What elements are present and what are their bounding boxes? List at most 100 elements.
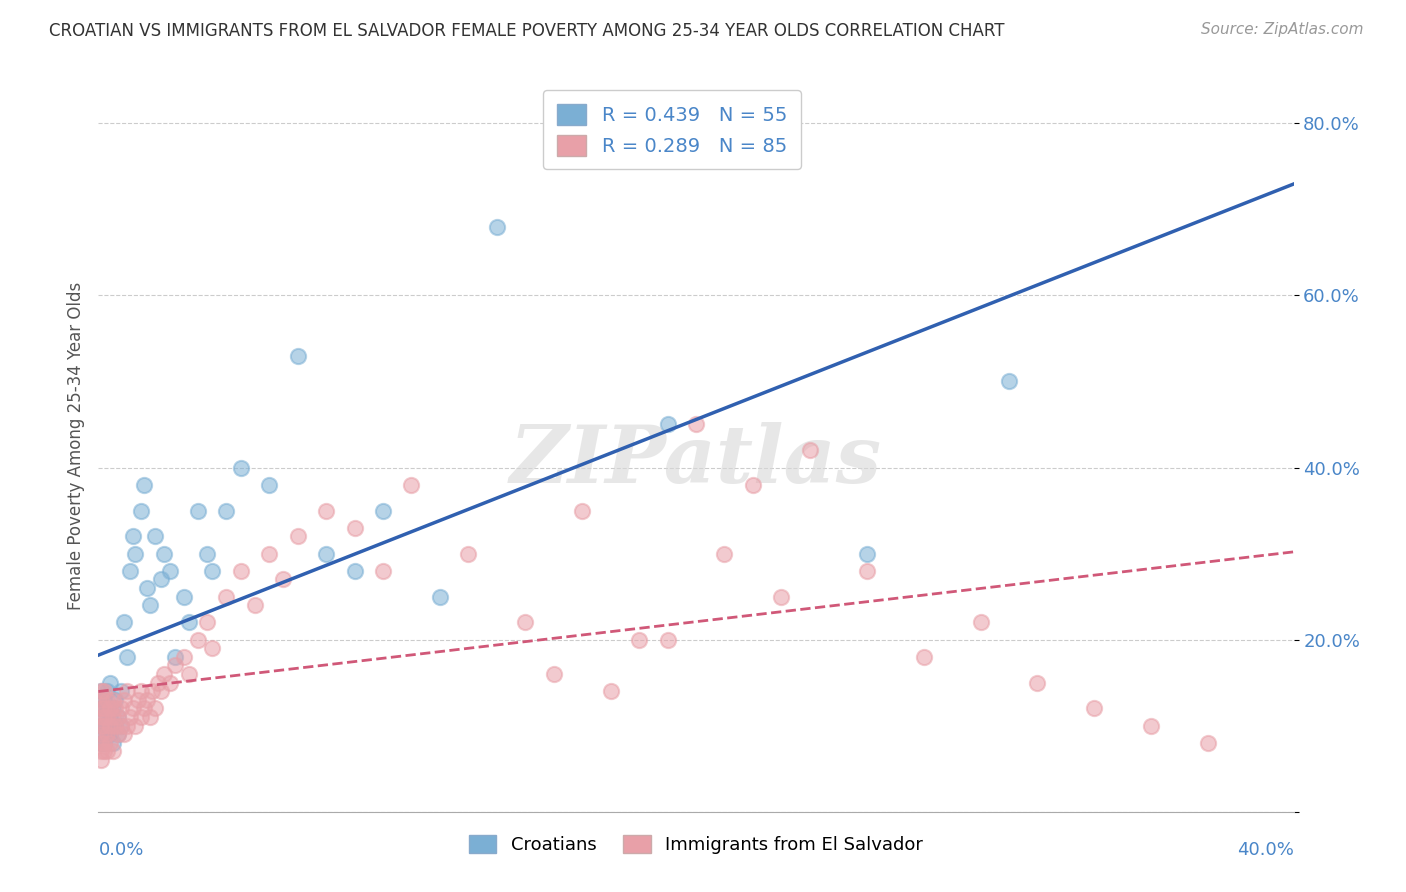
Point — [153, 547, 176, 561]
Point — [685, 417, 707, 432]
Point — [129, 710, 152, 724]
Point — [98, 736, 121, 750]
Point — [124, 719, 146, 733]
Point — [101, 693, 124, 707]
Point — [179, 667, 201, 681]
Point — [143, 529, 166, 543]
Point — [287, 529, 309, 543]
Point — [187, 503, 209, 517]
Point — [93, 736, 115, 750]
Point — [115, 719, 138, 733]
Point — [93, 710, 115, 724]
Point — [98, 710, 121, 724]
Point — [257, 477, 280, 491]
Point — [121, 701, 143, 715]
Point — [153, 667, 176, 681]
Point — [628, 632, 651, 647]
Point — [90, 736, 112, 750]
Point — [90, 719, 112, 733]
Point — [215, 590, 238, 604]
Point — [371, 503, 394, 517]
Point — [90, 719, 112, 733]
Point — [110, 701, 132, 715]
Point — [173, 590, 195, 604]
Point — [195, 547, 218, 561]
Point — [229, 564, 252, 578]
Point — [93, 684, 115, 698]
Point — [515, 615, 537, 630]
Point — [96, 684, 118, 698]
Point — [159, 564, 181, 578]
Point — [187, 632, 209, 647]
Point — [118, 564, 141, 578]
Point — [401, 477, 423, 491]
Point — [110, 719, 132, 733]
Point — [229, 460, 252, 475]
Legend: Croatians, Immigrants from El Salvador: Croatians, Immigrants from El Salvador — [461, 828, 931, 861]
Point — [104, 701, 127, 715]
Point — [93, 701, 115, 715]
Point — [90, 693, 112, 707]
Point — [429, 590, 451, 604]
Point — [121, 529, 143, 543]
Point — [110, 719, 132, 733]
Point — [93, 719, 115, 733]
Point — [101, 719, 124, 733]
Point — [912, 649, 935, 664]
Point — [96, 719, 118, 733]
Point — [257, 547, 280, 561]
Point — [273, 573, 295, 587]
Point — [96, 693, 118, 707]
Point — [98, 701, 121, 715]
Point — [150, 573, 173, 587]
Point — [485, 219, 508, 234]
Point — [770, 590, 793, 604]
Point — [132, 477, 155, 491]
Point — [115, 649, 138, 664]
Point — [90, 684, 112, 698]
Point — [741, 477, 763, 491]
Point — [127, 693, 149, 707]
Point — [112, 727, 135, 741]
Point — [141, 684, 163, 698]
Point — [98, 675, 121, 690]
Point — [201, 564, 224, 578]
Point — [243, 598, 266, 612]
Point — [138, 710, 160, 724]
Point — [90, 744, 112, 758]
Point — [129, 503, 152, 517]
Point — [343, 521, 366, 535]
Point — [115, 684, 138, 698]
Point — [855, 564, 877, 578]
Point — [315, 547, 337, 561]
Point — [101, 710, 124, 724]
Point — [179, 615, 201, 630]
Point — [165, 649, 187, 664]
Point — [143, 701, 166, 715]
Text: ZIPatlas: ZIPatlas — [510, 422, 882, 500]
Point — [90, 701, 112, 715]
Point — [93, 736, 115, 750]
Point — [101, 736, 124, 750]
Point — [457, 547, 479, 561]
Point — [107, 710, 129, 724]
Point — [107, 727, 129, 741]
Point — [165, 658, 187, 673]
Point — [118, 710, 141, 724]
Point — [90, 736, 112, 750]
Point — [599, 684, 621, 698]
Y-axis label: Female Poverty Among 25-34 Year Olds: Female Poverty Among 25-34 Year Olds — [66, 282, 84, 610]
Point — [93, 719, 115, 733]
Point — [93, 710, 115, 724]
Point — [110, 684, 132, 698]
Point — [343, 564, 366, 578]
Point — [571, 503, 593, 517]
Point — [159, 675, 181, 690]
Point — [129, 684, 152, 698]
Point — [96, 710, 118, 724]
Point — [135, 581, 157, 595]
Text: 0.0%: 0.0% — [98, 841, 143, 859]
Point — [90, 701, 112, 715]
Point — [90, 727, 112, 741]
Text: CROATIAN VS IMMIGRANTS FROM EL SALVADOR FEMALE POVERTY AMONG 25-34 YEAR OLDS COR: CROATIAN VS IMMIGRANTS FROM EL SALVADOR … — [49, 22, 1005, 40]
